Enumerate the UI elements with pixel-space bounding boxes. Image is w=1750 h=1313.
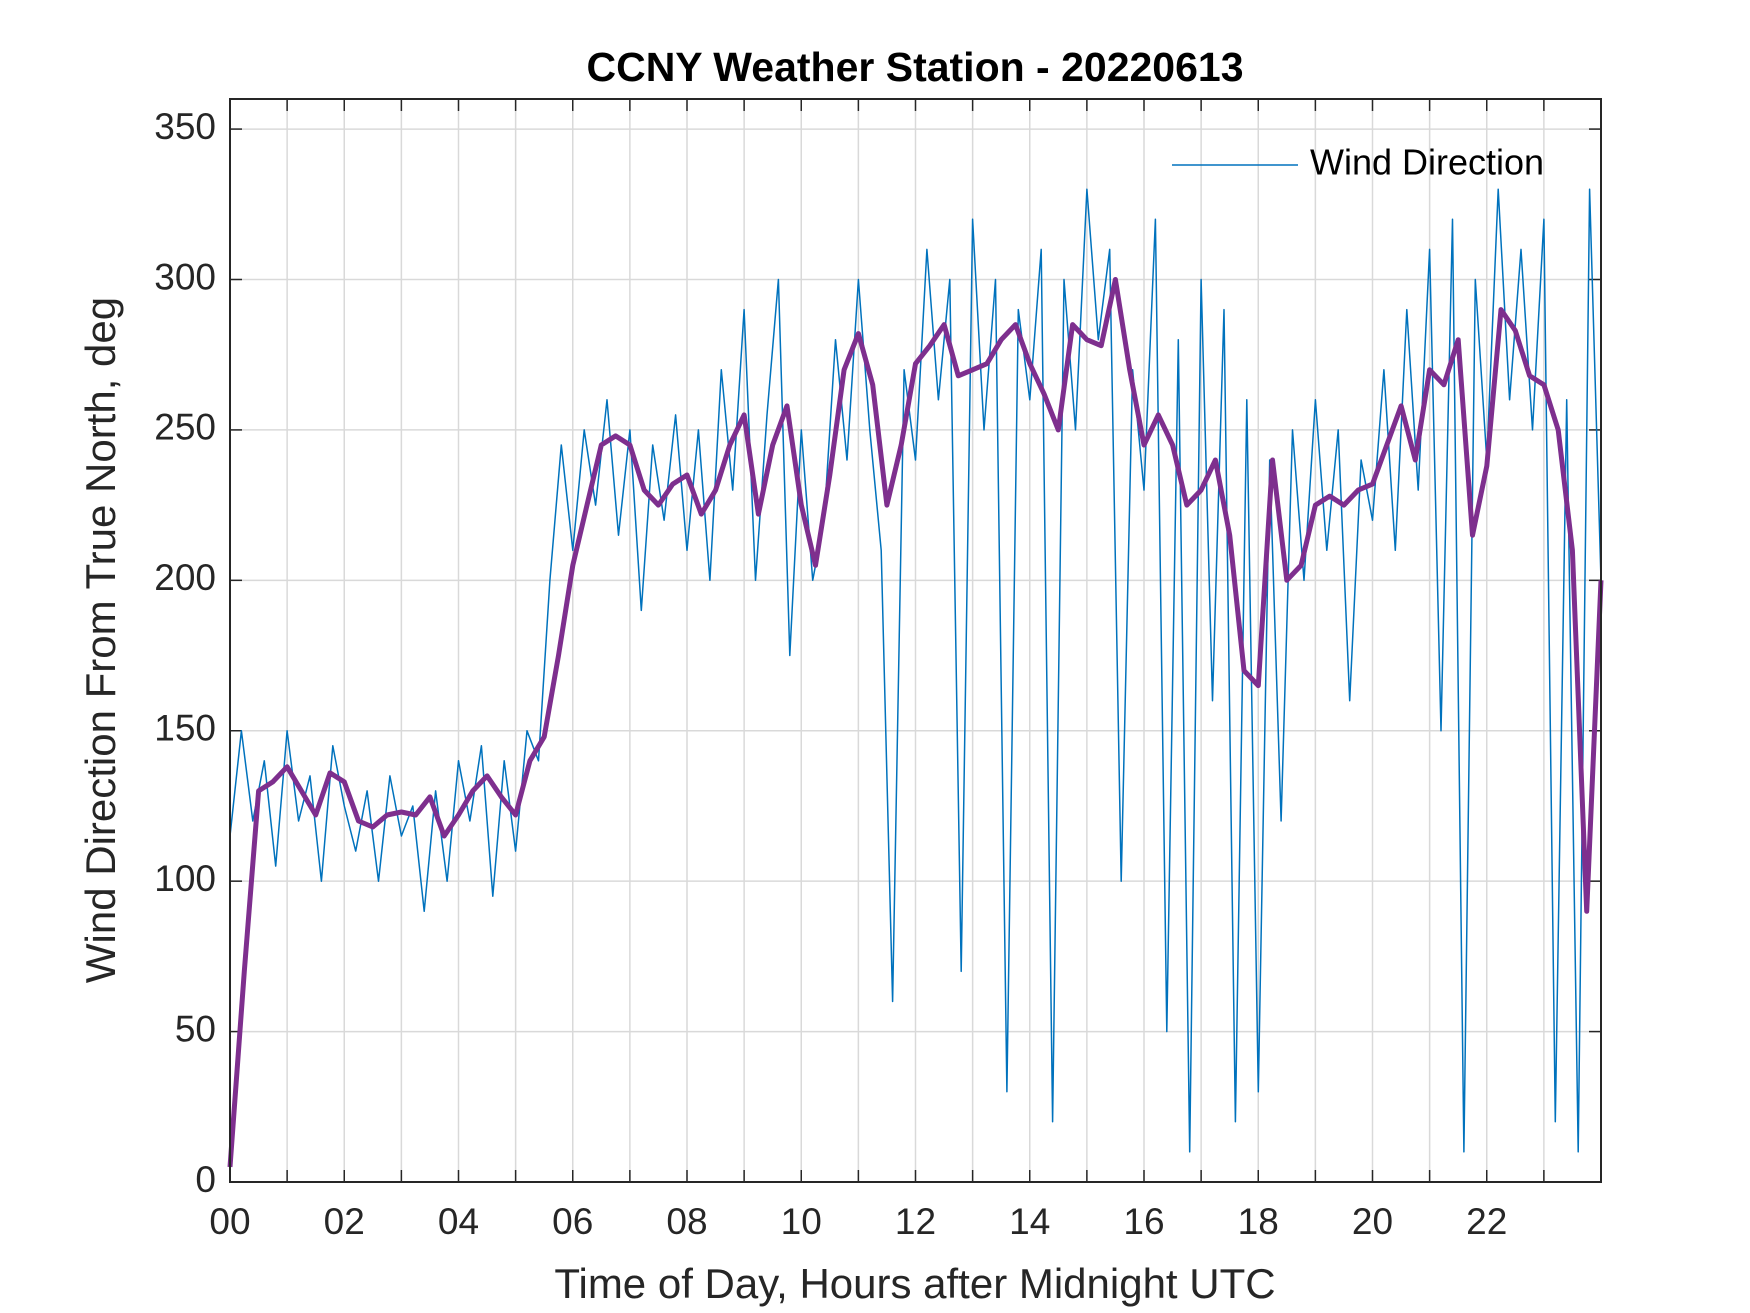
y-tick-label: 0 bbox=[195, 1159, 216, 1200]
y-tick-label: 300 bbox=[154, 256, 216, 297]
data-line bbox=[227, 277, 1604, 1168]
y-axis-label: Wind Direction From True North, deg bbox=[77, 297, 124, 983]
x-tick-label: 10 bbox=[781, 1201, 822, 1242]
y-tick-label: 350 bbox=[154, 106, 216, 147]
y-tick-label: 100 bbox=[154, 858, 216, 899]
x-tick-label: 18 bbox=[1238, 1201, 1279, 1242]
legend-label: Wind Direction bbox=[1310, 142, 1544, 183]
y-tick-label: 50 bbox=[175, 1008, 216, 1049]
plot-frame bbox=[229, 98, 1602, 1183]
y-tick-label: 150 bbox=[154, 708, 216, 749]
y-tick-label: 250 bbox=[154, 407, 216, 448]
chart-title: CCNY Weather Station - 20220613 bbox=[586, 44, 1243, 90]
x-tick-label: 22 bbox=[1466, 1201, 1507, 1242]
x-tick-label: 20 bbox=[1352, 1201, 1393, 1242]
data-line bbox=[229, 188, 1602, 1153]
x-tick-label: 16 bbox=[1123, 1201, 1164, 1242]
x-tick-label: 02 bbox=[324, 1201, 365, 1242]
x-tick-label: 00 bbox=[209, 1201, 250, 1242]
x-tick-label: 14 bbox=[1009, 1201, 1050, 1242]
x-tick-label: 12 bbox=[895, 1201, 936, 1242]
y-tick-label: 200 bbox=[154, 557, 216, 598]
x-tick-label: 04 bbox=[438, 1201, 479, 1242]
x-tick-label: 06 bbox=[552, 1201, 593, 1242]
x-tick-label: 08 bbox=[666, 1201, 707, 1242]
x-axis-label: Time of Day, Hours after Midnight UTC bbox=[554, 1260, 1275, 1307]
